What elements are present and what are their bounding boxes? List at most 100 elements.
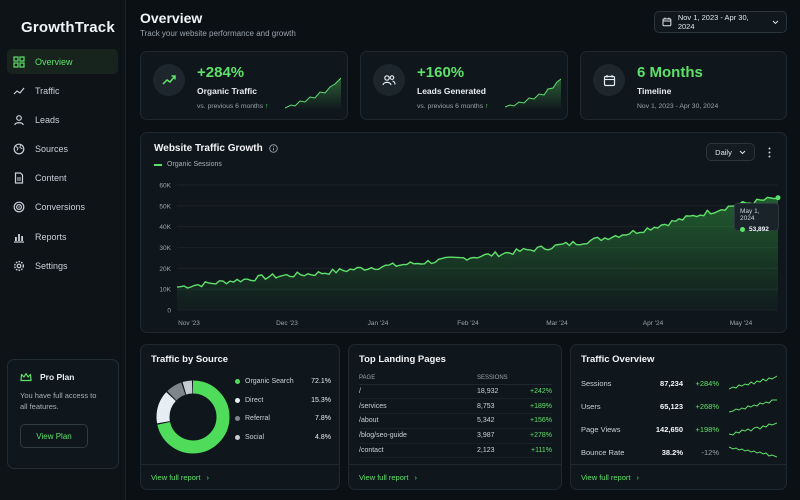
x-tick-label: Feb '24 [457, 320, 479, 327]
pro-plan-title: Pro Plan [40, 372, 75, 382]
chevron-down-icon [739, 150, 746, 154]
kpi-card-timeline: 6 Months Timeline Nov 1, 2023 - Apr 30, … [580, 51, 787, 120]
arrow-up-icon: ↑ [265, 103, 269, 110]
page-change: +278% [517, 428, 552, 444]
kpi-value: +284% [197, 64, 245, 81]
page-path: / [359, 384, 477, 400]
calendar-icon [662, 17, 672, 27]
period-select[interactable]: Daily [706, 143, 755, 161]
kpi-comparison: vs. previous 6 months [197, 103, 264, 110]
page-change: +189% [517, 398, 552, 415]
pro-plan-text: You have full access to all features. [20, 391, 97, 411]
chevron-right-icon: › [206, 472, 209, 482]
date-range-label: Nov 1, 2023 - Apr 30, 2024 [677, 13, 749, 31]
pro-plan-card: Pro Plan You have full access to all fea… [7, 359, 119, 469]
table-row[interactable]: /blog/seo-guide 3,987 +278% [359, 428, 552, 444]
kpi-value: +160% [417, 64, 465, 81]
sidebar-item-settings[interactable]: Settings [7, 253, 118, 278]
donut-slice-direct[interactable] [156, 380, 230, 454]
view-plan-button[interactable]: View Plan [20, 424, 88, 448]
sidebar-item-label: Leads [35, 114, 60, 125]
sidebar-item-leads[interactable]: Leads [7, 107, 118, 132]
chart-tooltip: May 1, 2024 53,892 [734, 203, 779, 233]
info-icon[interactable] [268, 144, 278, 153]
x-tick-label: Dec '23 [276, 320, 298, 327]
y-tick-label: 60K [159, 183, 171, 190]
table-row[interactable]: /contact 2,123 +111% [359, 443, 552, 459]
sidebar-item-conversions[interactable]: Conversions [7, 195, 118, 220]
kpi-sparkline [285, 77, 341, 110]
kpi-icon-wrap [153, 64, 185, 96]
metric-change: +268% [695, 401, 719, 411]
x-tick-label: Nov '23 [178, 320, 200, 327]
sidebar-item-traffic[interactable]: Traffic [7, 78, 118, 103]
kpi-icon-wrap [373, 64, 405, 96]
source-name: Direct [245, 396, 264, 404]
page-sessions: 3,987 [477, 428, 517, 444]
legend-label: Organic Sessions [167, 161, 222, 168]
traffic-growth-chart: 0 10K 20K 30K 40K 50K 60K Nov '23 Dec '23 Jan '24… [159, 183, 781, 327]
sidebar-item-sources[interactable]: Sources [7, 137, 118, 162]
donut-slice-organic-search[interactable] [156, 380, 230, 454]
arrow-up-icon: ↑ [485, 103, 489, 110]
footer-link-label: View full report [151, 472, 201, 482]
table-row[interactable]: /18,932 +242% [359, 384, 552, 400]
sidebar-item-label: Conversions [35, 202, 86, 213]
x-tick-label: May '24 [730, 320, 753, 327]
page-change: +111% [517, 443, 552, 459]
target-icon [13, 202, 25, 213]
metric-name: Sessions [581, 378, 612, 388]
traffic-by-source-card: Traffic by Source Organic Search 72.1% D… [140, 344, 340, 490]
calendar-icon [603, 74, 615, 86]
page-sessions: 2,123 [477, 443, 517, 459]
legend-dot [235, 397, 240, 403]
sidebar-item-content[interactable]: Content [7, 166, 118, 191]
traffic-overview-card: Traffic Overview Sessions 87,234 +284% U… [570, 344, 787, 490]
page-path: /blog/seo-guide [359, 428, 477, 444]
metric-sparkline [729, 446, 777, 458]
pro-plan-header: Pro Plan [20, 372, 106, 382]
trend-line-icon [13, 87, 25, 95]
sidebar-item-label: Reports [35, 231, 67, 242]
overview-row-sessions: Sessions 87,234 +284% [581, 372, 777, 394]
y-tick-label: 40K [159, 224, 171, 231]
sidebar-item-overview[interactable]: Overview [7, 49, 118, 74]
sidebar-item-reports[interactable]: Reports [7, 224, 118, 249]
view-full-report-link[interactable]: View full report › [349, 464, 561, 489]
source-name: Organic Search [245, 377, 294, 385]
more-options-icon[interactable] [763, 144, 775, 160]
data-point-latest[interactable] [775, 195, 781, 201]
brand[interactable]: GrowthTrack [0, 0, 125, 42]
chevron-right-icon: › [414, 472, 417, 482]
footer-link-label: View full report [581, 472, 631, 482]
kpi-subtext: vs. previous 6 months ↑ [197, 103, 268, 110]
metric-value: 142,650 [655, 424, 683, 434]
kpi-sparkline [505, 78, 561, 110]
table-row[interactable]: /about 5,342 +156% [359, 413, 552, 429]
sidebar: GrowthTrack Overview Traffic Leads Sourc… [0, 0, 126, 500]
overview-row-users: Users 65,123 +268% [581, 395, 777, 417]
metric-change: +284% [695, 378, 719, 388]
view-full-report-link[interactable]: View full report › [571, 464, 786, 489]
source-row-social: Social 4.8% [235, 432, 331, 442]
kpi-label: Leads Generated [417, 86, 486, 96]
page-sessions: 8,753 [477, 398, 517, 415]
page-sessions: 5,342 [477, 413, 517, 429]
source-row-referral: Referral 7.8% [235, 413, 331, 423]
table-row[interactable]: /services 8,753 +189% [359, 398, 552, 415]
dashboard-icon [13, 55, 25, 68]
user-icon [14, 114, 24, 126]
y-tick-label: 20K [159, 266, 171, 273]
source-pct: 72.1% [311, 377, 331, 385]
page-path: /about [359, 413, 477, 429]
page-title: Overview [140, 10, 203, 26]
bar-chart-icon [14, 233, 24, 243]
view-full-report-link[interactable]: View full report › [141, 464, 339, 489]
source-name: Social [245, 433, 265, 441]
users-icon [382, 75, 396, 86]
tooltip-value-wrap: 53,892 [740, 226, 773, 233]
page-path: /contact [359, 443, 477, 459]
traffic-growth-title: Website Traffic Growth [154, 143, 263, 154]
date-range-picker[interactable]: Nov 1, 2023 - Apr 30, 2024 [654, 11, 787, 33]
metric-value: 65,123 [660, 401, 683, 411]
